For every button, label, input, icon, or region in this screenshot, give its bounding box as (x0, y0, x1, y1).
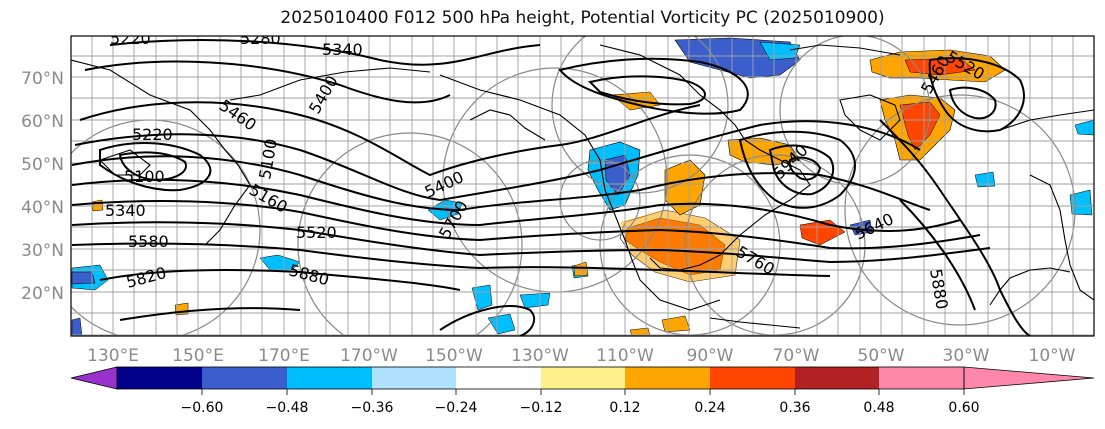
lat-label: 20°N (21, 284, 64, 304)
lat-label: 60°N (21, 112, 64, 132)
colorbar-tick-label: −0.60 (181, 400, 224, 416)
latitude-axis: 70°N 60°N 50°N 40°N 30°N 20°N (21, 69, 64, 304)
colorbar-left-arrow (70, 366, 118, 390)
colorbar-tick-label: −0.24 (435, 400, 478, 416)
colorbar-tick-label: 0.48 (863, 400, 894, 416)
lon-label: 50°W (858, 346, 905, 366)
lon-label: 130°W (511, 346, 569, 366)
coastlines (71, 44, 1094, 329)
contour-label: 5220 (110, 29, 151, 48)
contour-label: 5520 (296, 223, 337, 242)
colorbar-tick-label: −0.36 (351, 400, 394, 416)
contour-label: 5220 (132, 125, 173, 144)
lon-label: 110°W (596, 346, 654, 366)
height-contours (71, 39, 1031, 336)
colorbar-segment (879, 367, 964, 389)
colorbar-segment (202, 367, 287, 389)
colorbar-tick-label: −0.48 (266, 400, 309, 416)
colorbar-tick-label: 0.60 (948, 400, 979, 416)
lon-label: 150°E (172, 346, 224, 366)
colorbar-segment (117, 367, 202, 389)
map-title: 2025010400 F012 500 hPa height, Potentia… (280, 8, 885, 28)
colorbar-segment (456, 367, 541, 389)
lat-label: 70°N (21, 69, 64, 89)
contour-label: 5580 (128, 232, 169, 251)
colorbar-right-arrow (963, 366, 1095, 390)
colorbar-segment (795, 367, 879, 389)
lat-label: 50°N (21, 155, 64, 175)
plot-frame (70, 35, 1095, 337)
lat-label: 30°N (21, 241, 64, 261)
colorbar-segment (625, 367, 710, 389)
contour-label: 5100 (124, 167, 165, 186)
colorbar-ticks (201, 389, 965, 395)
lon-label: 130°E (87, 346, 139, 366)
lon-label: 170°W (340, 346, 398, 366)
colorbar: −0.60 −0.48 −0.36 −0.24 −0.12 0.12 0.24 … (70, 366, 1095, 416)
lon-label: 90°W (687, 346, 734, 366)
contour-label: 5340 (322, 40, 363, 59)
colorbar-tick-label: 0.24 (694, 400, 725, 416)
lon-label: 70°W (773, 346, 820, 366)
colorbar-tick-label: 0.12 (609, 400, 640, 416)
colorbar-tick-label: −0.12 (520, 400, 563, 416)
lon-label: 150°W (425, 346, 483, 366)
pv-shading (71, 37, 1094, 336)
colorbar-segment (287, 367, 372, 389)
colorbar-segment (541, 367, 625, 389)
colorbar-tick-label: 0.36 (779, 400, 810, 416)
longitude-axis: 130°E 150°E 170°E 170°W 150°W 130°W 110°… (87, 346, 1076, 366)
lon-label: 10°W (1029, 346, 1076, 366)
contour-label: 5280 (240, 29, 281, 48)
lon-label: 170°E (258, 346, 310, 366)
colorbar-segment (372, 367, 456, 389)
contour-label: 5340 (105, 201, 146, 220)
lat-label: 40°N (21, 198, 64, 218)
colorbar-segment (710, 367, 795, 389)
lon-label: 30°W (943, 346, 990, 366)
